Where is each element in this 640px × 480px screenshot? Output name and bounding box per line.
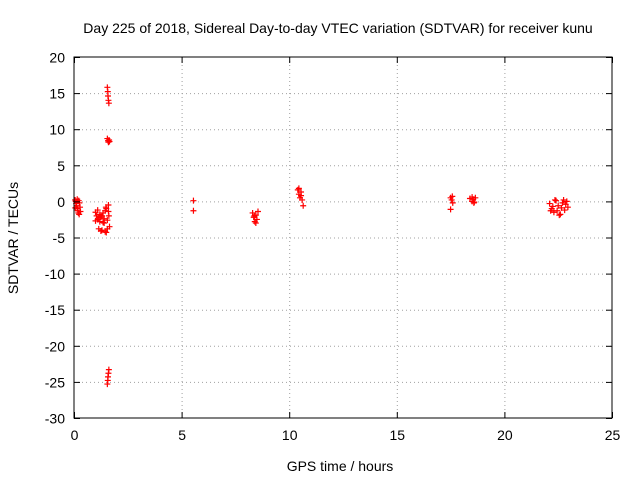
y-tick-label: 5 — [57, 158, 65, 174]
axis-ticks: 0 5 10 15 20 25 20 15 10 5 0 -5 -10 -15 -20 -25 -30 — [45, 50, 621, 444]
x-tick-label: 25 — [605, 427, 621, 443]
x-tick-label: 5 — [178, 427, 186, 443]
y-tick-label: 10 — [49, 122, 65, 138]
data-point — [295, 185, 302, 192]
y-tick-label: -5 — [53, 230, 66, 246]
data-point — [546, 200, 553, 207]
data-point — [469, 194, 476, 201]
y-tick-label: -25 — [45, 374, 65, 390]
data-point — [555, 202, 562, 209]
data-point — [74, 196, 81, 203]
y-axis-label: SDTVAR / TECUs — [5, 182, 21, 294]
y-tick-label: -20 — [45, 338, 65, 354]
data-point — [560, 196, 567, 203]
data-point — [72, 204, 79, 211]
data-points — [72, 84, 571, 388]
data-point — [254, 208, 261, 215]
data-point — [105, 100, 112, 107]
data-point — [559, 199, 566, 206]
data-point — [554, 207, 561, 214]
data-point — [561, 207, 568, 214]
data-point — [92, 217, 99, 224]
data-point — [251, 212, 258, 219]
data-point — [76, 211, 83, 218]
data-point — [96, 218, 103, 225]
data-point — [557, 211, 564, 218]
chart-title: Day 225 of 2018, Sidereal Day-to-day VTE… — [83, 20, 592, 36]
data-point — [190, 207, 197, 214]
data-point — [104, 217, 111, 224]
x-tick-label: 15 — [390, 427, 406, 443]
data-point — [553, 197, 560, 204]
y-tick-label: 15 — [49, 86, 65, 102]
data-point — [556, 212, 563, 219]
data-point — [558, 204, 565, 211]
y-tick-label: -15 — [45, 302, 65, 318]
y-tick-label: 20 — [49, 50, 65, 66]
data-point — [252, 220, 259, 227]
data-point — [253, 216, 260, 223]
data-point — [190, 197, 197, 204]
data-point — [103, 229, 110, 236]
data-point — [76, 199, 83, 206]
grid — [74, 57, 612, 418]
data-point — [102, 207, 109, 214]
data-point — [448, 196, 455, 203]
x-tick-label: 20 — [497, 427, 513, 443]
x-tick-label: 0 — [71, 427, 79, 443]
data-point — [101, 220, 108, 227]
y-tick-label: 0 — [57, 194, 65, 210]
data-point — [449, 199, 456, 206]
data-point — [105, 366, 112, 373]
data-point — [447, 206, 454, 213]
data-point — [470, 199, 477, 206]
data-point — [102, 204, 109, 211]
data-point — [77, 208, 84, 215]
data-point — [299, 196, 306, 203]
data-point — [95, 215, 102, 222]
data-point — [98, 227, 105, 234]
y-tick-label: -30 — [45, 411, 65, 427]
x-axis-label: GPS time / hours — [287, 458, 394, 474]
data-point — [547, 207, 554, 214]
data-point — [564, 204, 571, 211]
data-point — [449, 193, 456, 200]
data-point — [94, 207, 101, 214]
data-point — [106, 138, 113, 145]
data-point — [105, 212, 112, 219]
data-point — [551, 196, 558, 203]
data-point — [97, 228, 104, 235]
data-point — [98, 212, 105, 219]
data-point — [300, 202, 307, 209]
data-point — [100, 219, 107, 226]
data-point — [550, 209, 557, 216]
data-point — [298, 192, 305, 199]
data-point — [563, 198, 570, 205]
x-tick-label: 10 — [282, 427, 298, 443]
data-point — [104, 225, 111, 232]
data-point — [472, 194, 479, 201]
y-tick-label: -10 — [45, 266, 65, 282]
data-point — [549, 203, 556, 210]
